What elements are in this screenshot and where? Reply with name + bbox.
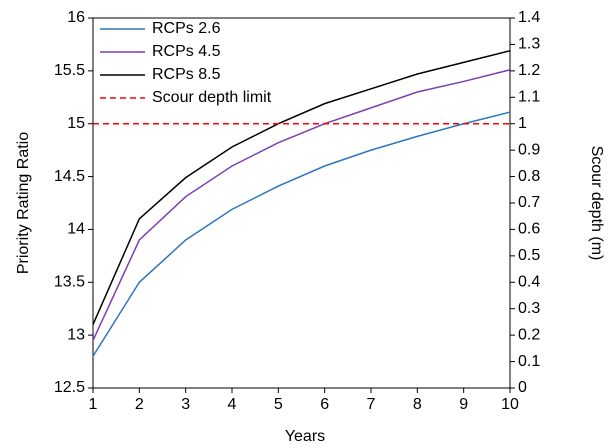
y2-tick-label: 0 (518, 379, 527, 396)
y2-axis-label: Scour depth (m) (588, 146, 605, 261)
series-line (92, 69, 511, 341)
series-line (92, 111, 511, 357)
y-tick-label: 14.5 (54, 168, 85, 185)
y2-tick-label: 1.2 (518, 62, 540, 79)
y2-tick-label: 0.4 (518, 274, 540, 291)
y2-tick-label: 1.3 (518, 36, 540, 53)
x-axis-label: Years (285, 428, 325, 445)
legend-label: Scour depth limit (152, 89, 272, 106)
y-tick-label: 13.5 (54, 274, 85, 291)
x-tick-label: 10 (501, 396, 519, 413)
y2-tick-label: 0.8 (518, 168, 540, 185)
y2-tick-label: 1.4 (518, 9, 540, 26)
x-tick-label: 9 (459, 396, 468, 413)
y2-tick-label: 0.2 (518, 326, 540, 343)
y2-tick-label: 1.1 (518, 89, 540, 106)
x-tick-label: 5 (274, 396, 283, 413)
y-axis-label: Priority Rating Ratio (15, 132, 32, 274)
y-tick-label: 12.5 (54, 379, 85, 396)
y2-tick-label: 0.3 (518, 300, 540, 317)
y-tick-label: 16 (67, 9, 85, 26)
x-tick-label: 2 (135, 396, 144, 413)
legend-label: RCPs 4.5 (152, 43, 221, 60)
y2-tick-label: 0.5 (518, 247, 540, 264)
legend-label: RCPs 8.5 (152, 66, 221, 83)
y2-tick-label: 0.7 (518, 194, 540, 211)
y-tick-label: 15 (67, 115, 85, 132)
x-tick-label: 8 (413, 396, 422, 413)
x-tick-label: 3 (181, 396, 190, 413)
x-tick-label: 7 (367, 396, 376, 413)
y2-tick-label: 1 (518, 115, 527, 132)
y-tick-label: 13 (67, 326, 85, 343)
x-tick-label: 6 (320, 396, 329, 413)
x-tick-label: 4 (228, 396, 237, 413)
series-line (92, 50, 511, 325)
y2-tick-label: 0.1 (518, 353, 540, 370)
legend-label: RCPs 2.6 (152, 20, 221, 37)
y2-tick-label: 0.9 (518, 141, 540, 158)
y2-tick-label: 0.6 (518, 221, 540, 238)
y-tick-label: 15.5 (54, 62, 85, 79)
x-tick-label: 1 (89, 396, 98, 413)
y-tick-label: 14 (67, 221, 85, 238)
